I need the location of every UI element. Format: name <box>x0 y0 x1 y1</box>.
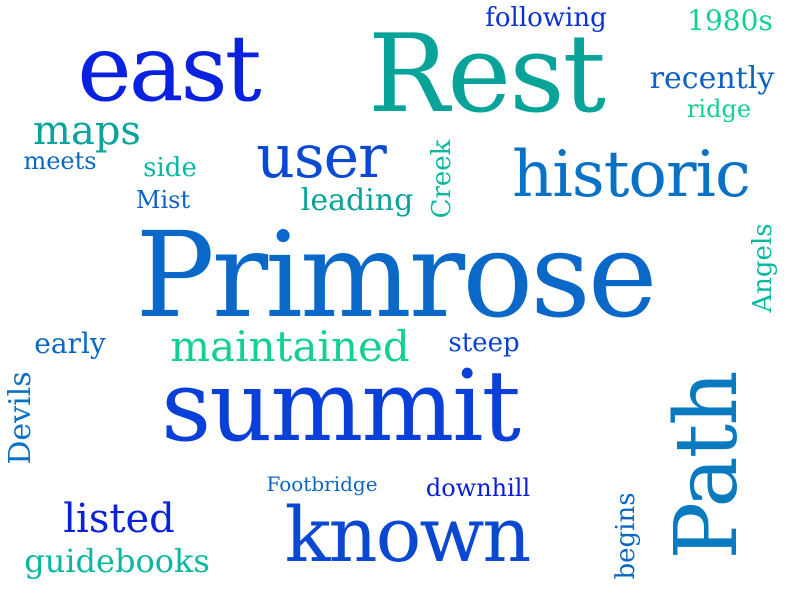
word-begins: begins <box>611 492 641 580</box>
word-downhill: downhill <box>425 474 531 502</box>
word-angels: Angels <box>748 223 778 313</box>
word-listed: listed <box>63 496 175 542</box>
word-rest: Rest <box>367 12 606 137</box>
word-side: side <box>143 153 197 183</box>
word-following: following <box>485 3 607 33</box>
word-east: east <box>77 15 261 122</box>
word-devils: Devils <box>3 371 38 465</box>
word-summit: summit <box>161 350 521 464</box>
word-mist: Mist <box>135 186 191 214</box>
word-guidebooks: guidebooks <box>24 542 210 580</box>
word-meets: meets <box>23 147 97 175</box>
word-maps: maps <box>33 108 141 154</box>
word-primrose: Primrose <box>135 206 657 344</box>
word-historic: historic <box>512 138 751 212</box>
word-early: early <box>34 327 106 360</box>
word-footbridge: Footbridge <box>266 472 378 496</box>
word-steep: steep <box>448 328 520 358</box>
word-ridge: ridge <box>686 95 752 123</box>
word-recently: recently <box>649 61 775 96</box>
word-user: user <box>256 122 387 192</box>
word-creek: Creek <box>427 139 457 219</box>
word-maintained: maintained <box>170 322 410 371</box>
word-path: Path <box>657 372 757 560</box>
word-leading: leading <box>300 183 414 218</box>
word-1980s: 1980s <box>687 4 773 37</box>
word-known: known <box>284 490 532 579</box>
